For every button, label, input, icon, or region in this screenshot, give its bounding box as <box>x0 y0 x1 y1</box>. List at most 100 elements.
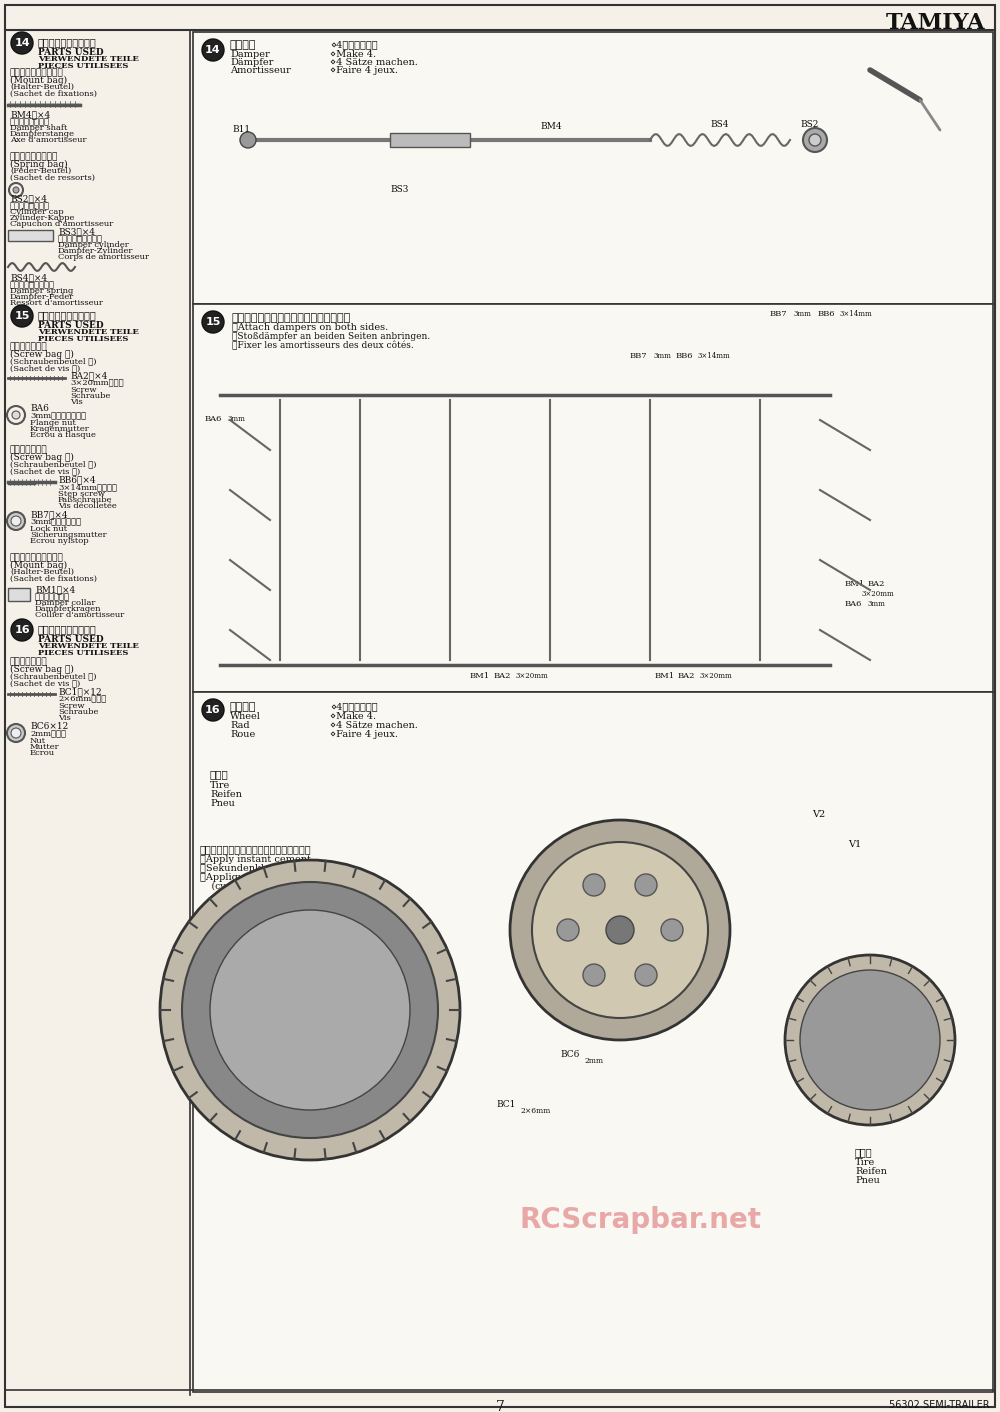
Text: ★ダンパーは左右にとりつけて下さい。: ★ダンパーは左右にとりつけて下さい。 <box>232 313 351 323</box>
Circle shape <box>557 919 579 940</box>
Text: BA2: BA2 <box>678 672 695 681</box>
Text: BS4・×4: BS4・×4 <box>10 273 47 282</box>
Circle shape <box>11 515 21 527</box>
Circle shape <box>583 964 605 986</box>
Circle shape <box>7 513 25 530</box>
Circle shape <box>202 311 224 333</box>
Circle shape <box>202 40 224 61</box>
Text: BB7・×4: BB7・×4 <box>30 510 68 520</box>
Text: Schraube: Schraube <box>70 393 110 400</box>
Text: Flange nut: Flange nut <box>30 419 76 426</box>
Text: 15: 15 <box>14 311 30 321</box>
Text: ダンパー: ダンパー <box>230 40 256 49</box>
Text: BA2・×4: BA2・×4 <box>70 371 107 380</box>
Text: 7: 7 <box>496 1401 504 1412</box>
Text: (Schraubenbeutel ⓒ): (Schraubenbeutel ⓒ) <box>10 672 96 681</box>
Text: タイヤ: タイヤ <box>210 770 229 779</box>
Text: (Sachet de fixations): (Sachet de fixations) <box>10 575 97 583</box>
Bar <box>193 304 993 692</box>
Circle shape <box>12 411 20 419</box>
Text: Damper collar: Damper collar <box>35 599 95 607</box>
Text: Axe d'amortisseur: Axe d'amortisseur <box>10 136 87 144</box>
Text: Corps de amortisseur: Corps de amortisseur <box>58 253 149 261</box>
Text: （ビス袋詰ⓐ）: （ビス袋詰ⓐ） <box>10 342 48 352</box>
Text: ★Stoßdämpfer an beiden Seiten anbringen.: ★Stoßdämpfer an beiden Seiten anbringen. <box>232 332 430 342</box>
Text: BA6: BA6 <box>845 600 862 609</box>
Text: ⋄4個作ります。: ⋄4個作ります。 <box>330 40 378 49</box>
Circle shape <box>532 842 708 1018</box>
Text: (Sachet de vis ⓒ): (Sachet de vis ⓒ) <box>10 679 80 688</box>
Text: Screw: Screw <box>58 702 84 710</box>
Circle shape <box>182 882 438 1138</box>
Text: Reifen: Reifen <box>855 1166 887 1176</box>
Text: 《使用する小物金具》: 《使用する小物金具》 <box>38 38 97 47</box>
Text: Screw: Screw <box>70 385 96 394</box>
Text: BA6: BA6 <box>205 415 222 424</box>
Text: Ecrou: Ecrou <box>30 748 55 757</box>
Circle shape <box>800 970 940 1110</box>
Bar <box>8 587 30 602</box>
Text: 3×14mm段付ビス: 3×14mm段付ビス <box>58 483 117 491</box>
Text: VERWENDETE TEILE: VERWENDETE TEILE <box>38 55 139 64</box>
Text: BC1: BC1 <box>496 1100 515 1108</box>
Text: Mutter: Mutter <box>30 743 60 751</box>
Circle shape <box>583 874 605 897</box>
Text: (Screw bag ⓒ): (Screw bag ⓒ) <box>10 665 74 674</box>
Circle shape <box>11 618 33 641</box>
Text: （スプリング袋詰）: （スプリング袋詰） <box>10 152 58 161</box>
Circle shape <box>13 186 19 193</box>
Circle shape <box>240 131 256 148</box>
Text: Reifen: Reifen <box>210 789 242 799</box>
Text: BC6: BC6 <box>560 1051 579 1059</box>
Text: Collier d'amortisseur: Collier d'amortisseur <box>35 611 124 618</box>
Text: (Sachet de vis ⓐ): (Sachet de vis ⓐ) <box>10 364 80 371</box>
Text: 16: 16 <box>14 626 30 635</box>
Text: BA6: BA6 <box>30 404 49 412</box>
Text: Dämpferkragen: Dämpferkragen <box>35 604 102 613</box>
Text: BA2: BA2 <box>868 580 885 587</box>
Text: BB7: BB7 <box>630 352 648 360</box>
Text: V1: V1 <box>848 840 861 849</box>
Text: V2: V2 <box>812 810 825 819</box>
Text: Vis: Vis <box>58 714 71 722</box>
Text: ★瞬間接着剤をながし込むようにします。: ★瞬間接着剤をながし込むようにします。 <box>200 844 312 854</box>
Text: PIECES UTILISEES: PIECES UTILISEES <box>38 62 128 71</box>
Text: ⋄4 Sätze machen.: ⋄4 Sätze machen. <box>330 58 418 66</box>
Circle shape <box>661 919 683 940</box>
Text: Lock nut: Lock nut <box>30 525 67 532</box>
Text: 2×6mm丸ビス: 2×6mm丸ビス <box>58 695 106 703</box>
Text: (Schraubenbeutel ⓐ): (Schraubenbeutel ⓐ) <box>10 357 96 364</box>
Text: Amortisseur: Amortisseur <box>230 66 291 75</box>
Text: Tire: Tire <box>210 781 230 789</box>
Text: Paßschraube: Paßschraube <box>58 496 112 504</box>
Text: BB6・×4: BB6・×4 <box>58 474 96 484</box>
Text: B11: B11 <box>232 126 250 134</box>
Text: (Screw bag ⓐ): (Screw bag ⓐ) <box>10 350 74 359</box>
Text: ⋄4個作ります。: ⋄4個作ります。 <box>330 702 378 712</box>
Text: ⋄Faire 4 jeux.: ⋄Faire 4 jeux. <box>330 66 398 75</box>
Text: Damper spring: Damper spring <box>10 287 73 295</box>
Text: タイヤ: タイヤ <box>855 1148 873 1156</box>
Text: 《使用する小物金具》: 《使用する小物金具》 <box>38 311 97 321</box>
Text: Dämpfer: Dämpfer <box>230 58 273 66</box>
Text: BM1: BM1 <box>655 672 675 681</box>
Text: 56302 SEMI-TRAILER: 56302 SEMI-TRAILER <box>889 1401 990 1411</box>
Text: Dämpfer-Feder: Dämpfer-Feder <box>10 294 74 301</box>
Text: ダンパーカラー: ダンパーカラー <box>35 593 70 602</box>
Text: Dämpferstange: Dämpferstange <box>10 130 75 138</box>
Text: Dämpfer-Zylinder: Dämpfer-Zylinder <box>58 247 133 256</box>
Text: PARTS USED: PARTS USED <box>38 48 104 56</box>
Circle shape <box>7 724 25 741</box>
Text: VERWENDETE TEILE: VERWENDETE TEILE <box>38 328 139 336</box>
Text: BM4: BM4 <box>540 121 562 131</box>
Text: ⋄Make 4.: ⋄Make 4. <box>330 712 376 722</box>
Text: 3mm: 3mm <box>228 415 246 424</box>
Text: BB6: BB6 <box>676 352 694 360</box>
Text: Cylinder cap: Cylinder cap <box>10 208 64 216</box>
Text: Vis décolletée: Vis décolletée <box>58 503 117 510</box>
Text: PIECES UTILISEES: PIECES UTILISEES <box>38 650 128 657</box>
Text: ⋄Faire 4 jeux.: ⋄Faire 4 jeux. <box>330 730 398 738</box>
Text: PARTS USED: PARTS USED <box>38 635 104 644</box>
Text: ★Fixer les amortisseurs des deux côtés.: ★Fixer les amortisseurs des deux côtés. <box>232 342 414 350</box>
Text: Damper: Damper <box>230 49 270 59</box>
